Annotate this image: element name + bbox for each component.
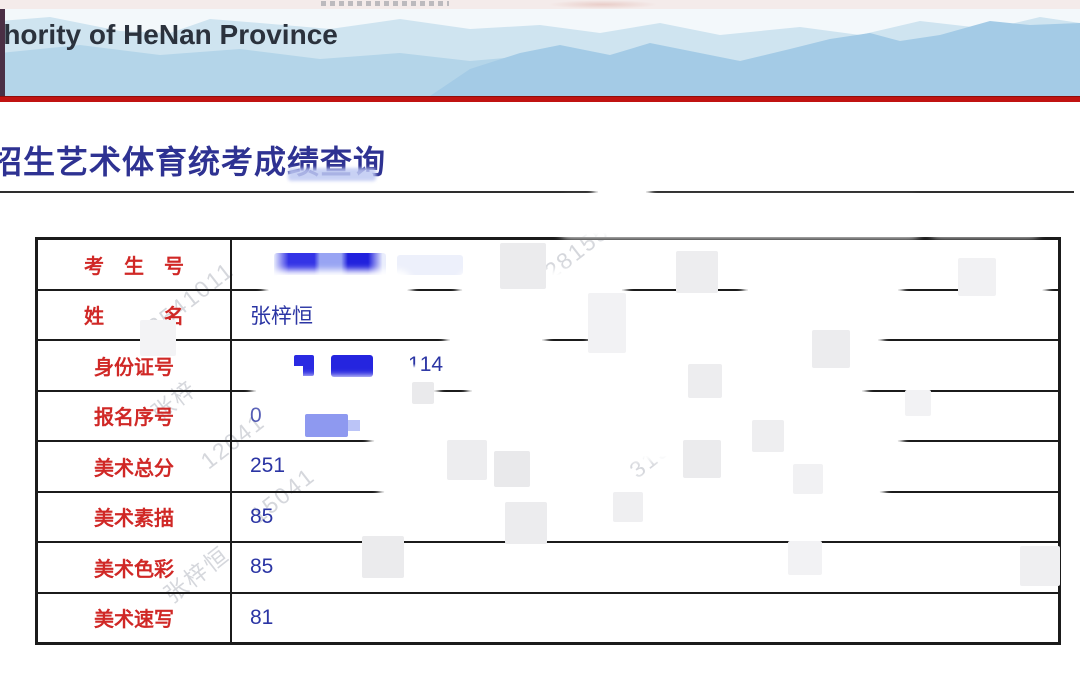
row-label: 身份证号 bbox=[38, 341, 232, 390]
blur-square bbox=[688, 364, 722, 398]
score-table: 考 生 号 姓 名 张梓恒 身份证号 114 报名序号 0 bbox=[35, 237, 1061, 645]
row-label: 姓 名 bbox=[38, 290, 232, 339]
table-row-art-color: 美术色彩 85 bbox=[38, 543, 1058, 594]
row-value: 85 bbox=[232, 493, 1058, 542]
table-row-art-quicksketch: 美术速写 81 bbox=[38, 593, 1058, 643]
row-value-text: 251 bbox=[250, 454, 286, 478]
blur-square bbox=[613, 492, 643, 522]
blur-square bbox=[905, 390, 931, 416]
row-value: 0 bbox=[232, 392, 1058, 441]
blur-square bbox=[140, 320, 176, 356]
blur-square bbox=[683, 440, 721, 478]
blur-square bbox=[412, 382, 434, 404]
row-label: 美术速写 bbox=[38, 593, 232, 642]
blur-square bbox=[958, 258, 996, 296]
blur-square bbox=[788, 541, 822, 575]
blur-patch bbox=[472, 380, 862, 404]
blur-square bbox=[752, 420, 784, 452]
blur-patch bbox=[450, 329, 542, 351]
row-value: 114 bbox=[232, 341, 1058, 390]
row-value-text: 81 bbox=[250, 605, 274, 629]
row-value-text: 0 bbox=[250, 403, 262, 427]
redaction-blob bbox=[331, 355, 373, 377]
row-value: 251 bbox=[232, 442, 1058, 491]
blurred-link bbox=[288, 168, 376, 181]
top-strip-smudge bbox=[548, 0, 658, 9]
blur-patch bbox=[748, 273, 898, 301]
row-label: 美术素描 bbox=[38, 492, 232, 541]
mountain-graphic bbox=[0, 9, 1080, 96]
table-row-art-sketch: 美术素描 85 bbox=[38, 492, 1058, 543]
row-value-text: 85 bbox=[250, 504, 274, 528]
row-value: 81 bbox=[232, 594, 1058, 643]
row-label: 美术色彩 bbox=[38, 543, 232, 592]
top-cropped-text-blur bbox=[321, 1, 449, 6]
blur-patch bbox=[988, 277, 1043, 297]
blur-square bbox=[793, 464, 823, 494]
blur-square bbox=[812, 330, 850, 368]
blur-patch bbox=[598, 186, 646, 198]
row-label: 报名序号 bbox=[38, 391, 232, 440]
row-value-text: 85 bbox=[250, 555, 274, 579]
blur-square bbox=[676, 251, 718, 293]
table-row-name: 姓 名 张梓恒 bbox=[38, 290, 1058, 341]
blur-square bbox=[362, 536, 404, 578]
redaction-blob bbox=[305, 413, 360, 437]
row-value: 85 bbox=[232, 543, 1058, 592]
blur-square bbox=[505, 502, 547, 544]
row-value-text: 张梓恒 bbox=[250, 304, 313, 328]
row-value-text: 114 bbox=[408, 353, 444, 377]
blur-patch bbox=[930, 206, 1040, 232]
banner: thority of HeNan Province bbox=[0, 9, 1080, 96]
row-label: 美术总分 bbox=[38, 442, 232, 491]
title-divider-line bbox=[0, 191, 1074, 193]
redaction-blob bbox=[294, 355, 314, 376]
banner-left-edge-bar bbox=[0, 9, 5, 96]
top-strip bbox=[0, 0, 1080, 9]
blur-square bbox=[447, 440, 487, 480]
blur-patch bbox=[256, 381, 434, 401]
row-value bbox=[232, 240, 1058, 289]
row-label: 考 生 号 bbox=[38, 240, 232, 289]
blur-square bbox=[588, 293, 626, 353]
blur-square bbox=[1020, 546, 1060, 586]
row-value: 张梓恒 bbox=[232, 291, 1058, 340]
red-divider-bar bbox=[0, 96, 1080, 102]
blur-square bbox=[500, 243, 546, 289]
blur-square bbox=[494, 451, 530, 487]
redaction-blob bbox=[274, 253, 386, 277]
blur-patch bbox=[560, 203, 920, 233]
site-banner-title: thority of HeNan Province bbox=[0, 19, 338, 50]
redaction-blob-faint bbox=[397, 255, 463, 275]
blur-patch bbox=[268, 275, 408, 297]
